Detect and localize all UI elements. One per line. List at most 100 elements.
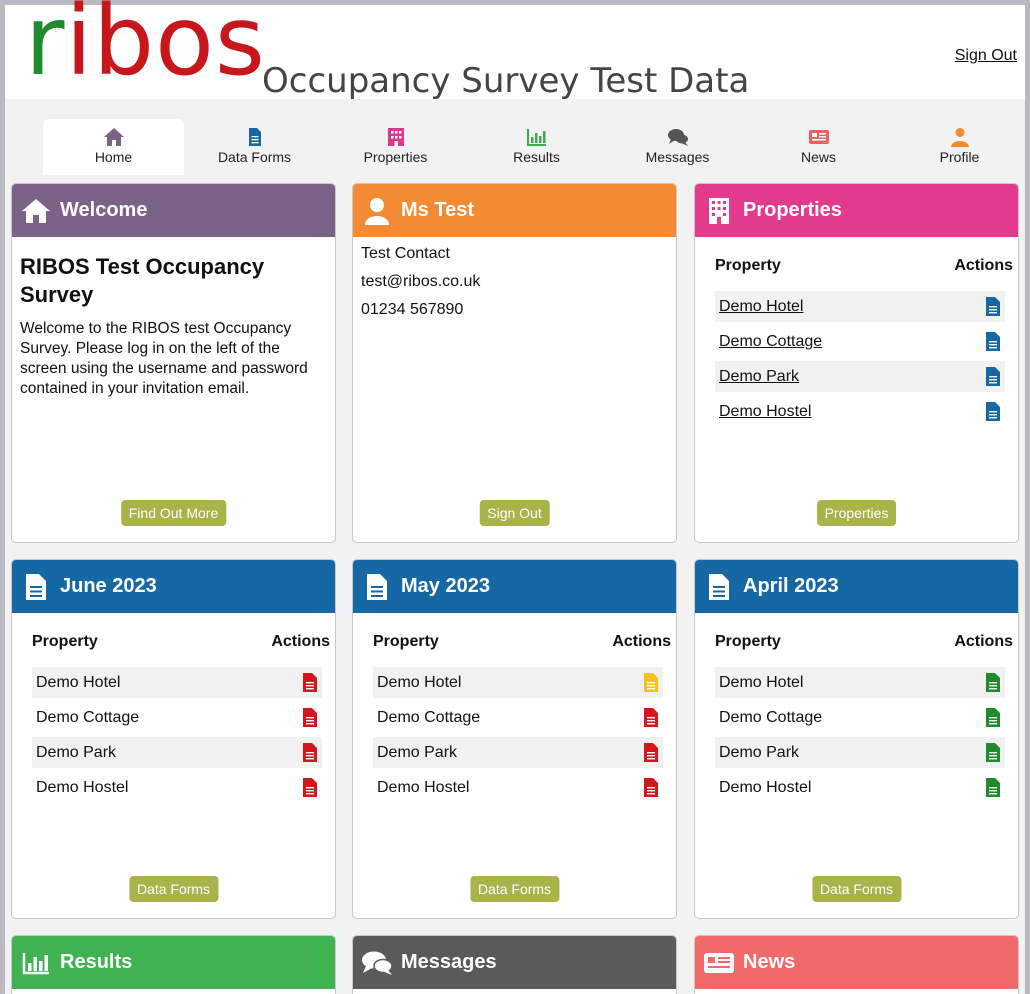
property-name: Demo Hotel — [377, 674, 462, 691]
month-card-header: May 2023 — [353, 560, 676, 613]
document-icon[interactable] — [643, 777, 659, 798]
month-card-june: June 2023 Property Actions Demo Hotel De… — [11, 559, 336, 919]
property-name: Demo Park — [719, 744, 800, 761]
welcome-text: Welcome to the RIBOS test Occupancy Surv… — [20, 320, 308, 397]
user-icon — [950, 128, 969, 147]
tab-results[interactable]: Results — [466, 119, 607, 175]
tab-messages[interactable]: Messages — [607, 119, 748, 175]
table-header: Property Actions — [373, 633, 671, 655]
column-header-property: Property — [715, 257, 781, 274]
month-table: Property Actions Demo Hotel Demo Cottage… — [373, 633, 671, 803]
table-row: Demo Park — [32, 737, 322, 768]
property-link[interactable]: Demo Park — [719, 368, 800, 385]
property-link[interactable]: Demo Cottage — [719, 333, 823, 350]
tab-news[interactable]: News — [748, 119, 889, 175]
card-title: Properties — [743, 199, 842, 221]
property-name: Demo Hostel — [377, 779, 470, 796]
tab-properties[interactable]: Properties — [325, 119, 466, 175]
tab-profile[interactable]: Profile — [889, 119, 1030, 175]
document-icon[interactable] — [643, 742, 659, 763]
card-title: June 2023 — [60, 575, 157, 597]
column-header-actions: Actions — [954, 633, 1013, 650]
contact-phone: 01234 567890 — [361, 301, 464, 318]
tab-label: Results — [513, 149, 560, 165]
tab-label: Profile — [939, 149, 980, 165]
sign-out-link[interactable]: Sign Out — [954, 47, 1017, 64]
bar-chart-icon — [526, 129, 546, 146]
welcome-card: Welcome RIBOS Test Occupancy Survey Welc… — [11, 183, 336, 543]
document-icon[interactable] — [302, 707, 318, 728]
document-icon[interactable] — [302, 672, 318, 693]
property-name: Demo Cottage — [377, 709, 481, 726]
document-icon — [26, 573, 46, 600]
table-row: Demo Hostel — [715, 396, 1005, 427]
properties-button[interactable]: Properties — [816, 500, 897, 526]
document-icon[interactable] — [985, 366, 1001, 387]
chat-icon — [667, 129, 688, 146]
tab-label: Messages — [645, 149, 710, 165]
property-name: Demo Hotel — [36, 674, 121, 691]
document-icon[interactable] — [985, 777, 1001, 798]
table-header: Property Actions — [715, 257, 1013, 279]
property-link[interactable]: Demo Hotel — [719, 298, 804, 315]
document-icon[interactable] — [985, 707, 1001, 728]
tab-label: Home — [94, 149, 133, 165]
document-icon[interactable] — [985, 672, 1001, 693]
newspaper-icon — [808, 130, 829, 144]
card-title: May 2023 — [401, 575, 490, 597]
sign-out-button[interactable]: Sign Out — [479, 500, 550, 526]
table-row: Demo Hostel — [32, 772, 322, 803]
document-icon[interactable] — [643, 707, 659, 728]
data-forms-button[interactable]: Data Forms — [811, 876, 902, 902]
document-icon[interactable] — [302, 777, 318, 798]
building-icon — [709, 197, 729, 224]
document-icon[interactable] — [302, 742, 318, 763]
property-name: Demo Hostel — [36, 779, 129, 796]
ribos-logo: ribos — [25, 0, 266, 97]
welcome-card-header: Welcome — [12, 184, 335, 237]
table-row: Demo Hostel — [373, 772, 663, 803]
messages-card: Messages — [352, 935, 677, 994]
table-row: Demo Cottage — [373, 702, 663, 733]
main-nav: Home Data Forms Properties Results Messa… — [43, 119, 1025, 175]
month-table: Property Actions Demo Hotel Demo Cottage… — [32, 633, 330, 803]
building-icon — [387, 128, 404, 146]
property-name: Demo Hostel — [719, 779, 812, 796]
document-icon[interactable] — [643, 672, 659, 693]
property-link[interactable]: Demo Hostel — [719, 403, 812, 420]
card-title: Welcome — [60, 199, 148, 221]
table-row: Demo Cottage — [715, 326, 1005, 357]
contact-name: Test Contact — [361, 245, 450, 262]
document-icon[interactable] — [985, 742, 1001, 763]
tab-home[interactable]: Home — [43, 119, 184, 175]
column-header-actions: Actions — [271, 633, 330, 650]
column-header-actions: Actions — [612, 633, 671, 650]
data-forms-button[interactable]: Data Forms — [469, 876, 560, 902]
find-out-more-button[interactable]: Find Out More — [120, 500, 227, 526]
card-title: Messages — [401, 951, 497, 973]
card-title: Results — [60, 951, 133, 973]
document-icon[interactable] — [985, 401, 1001, 422]
document-icon[interactable] — [985, 296, 1001, 317]
document-icon[interactable] — [985, 331, 1001, 352]
results-card-header: Results — [12, 936, 335, 989]
table-row: Demo Hotel — [715, 291, 1005, 322]
month-card-header: June 2023 — [12, 560, 335, 613]
user-icon — [365, 197, 389, 225]
column-header-property: Property — [32, 633, 98, 650]
messages-card-header: Messages — [353, 936, 676, 989]
column-header-actions: Actions — [954, 257, 1013, 274]
contact-card: Ms Test Test Contact test@ribos.co.uk 01… — [352, 183, 677, 543]
welcome-heading: RIBOS Test Occupancy Survey — [20, 254, 265, 307]
table-row: Demo Cottage — [715, 702, 1005, 733]
home-icon — [103, 128, 124, 146]
tab-data-forms[interactable]: Data Forms — [184, 119, 325, 175]
data-forms-button[interactable]: Data Forms — [128, 876, 219, 902]
table-row: Demo Hotel — [32, 667, 322, 698]
table-header: Property Actions — [32, 633, 330, 655]
table-row: Demo Hotel — [373, 667, 663, 698]
card-title: News — [743, 951, 796, 973]
home-icon — [22, 198, 50, 223]
bar-chart-icon — [22, 952, 49, 974]
